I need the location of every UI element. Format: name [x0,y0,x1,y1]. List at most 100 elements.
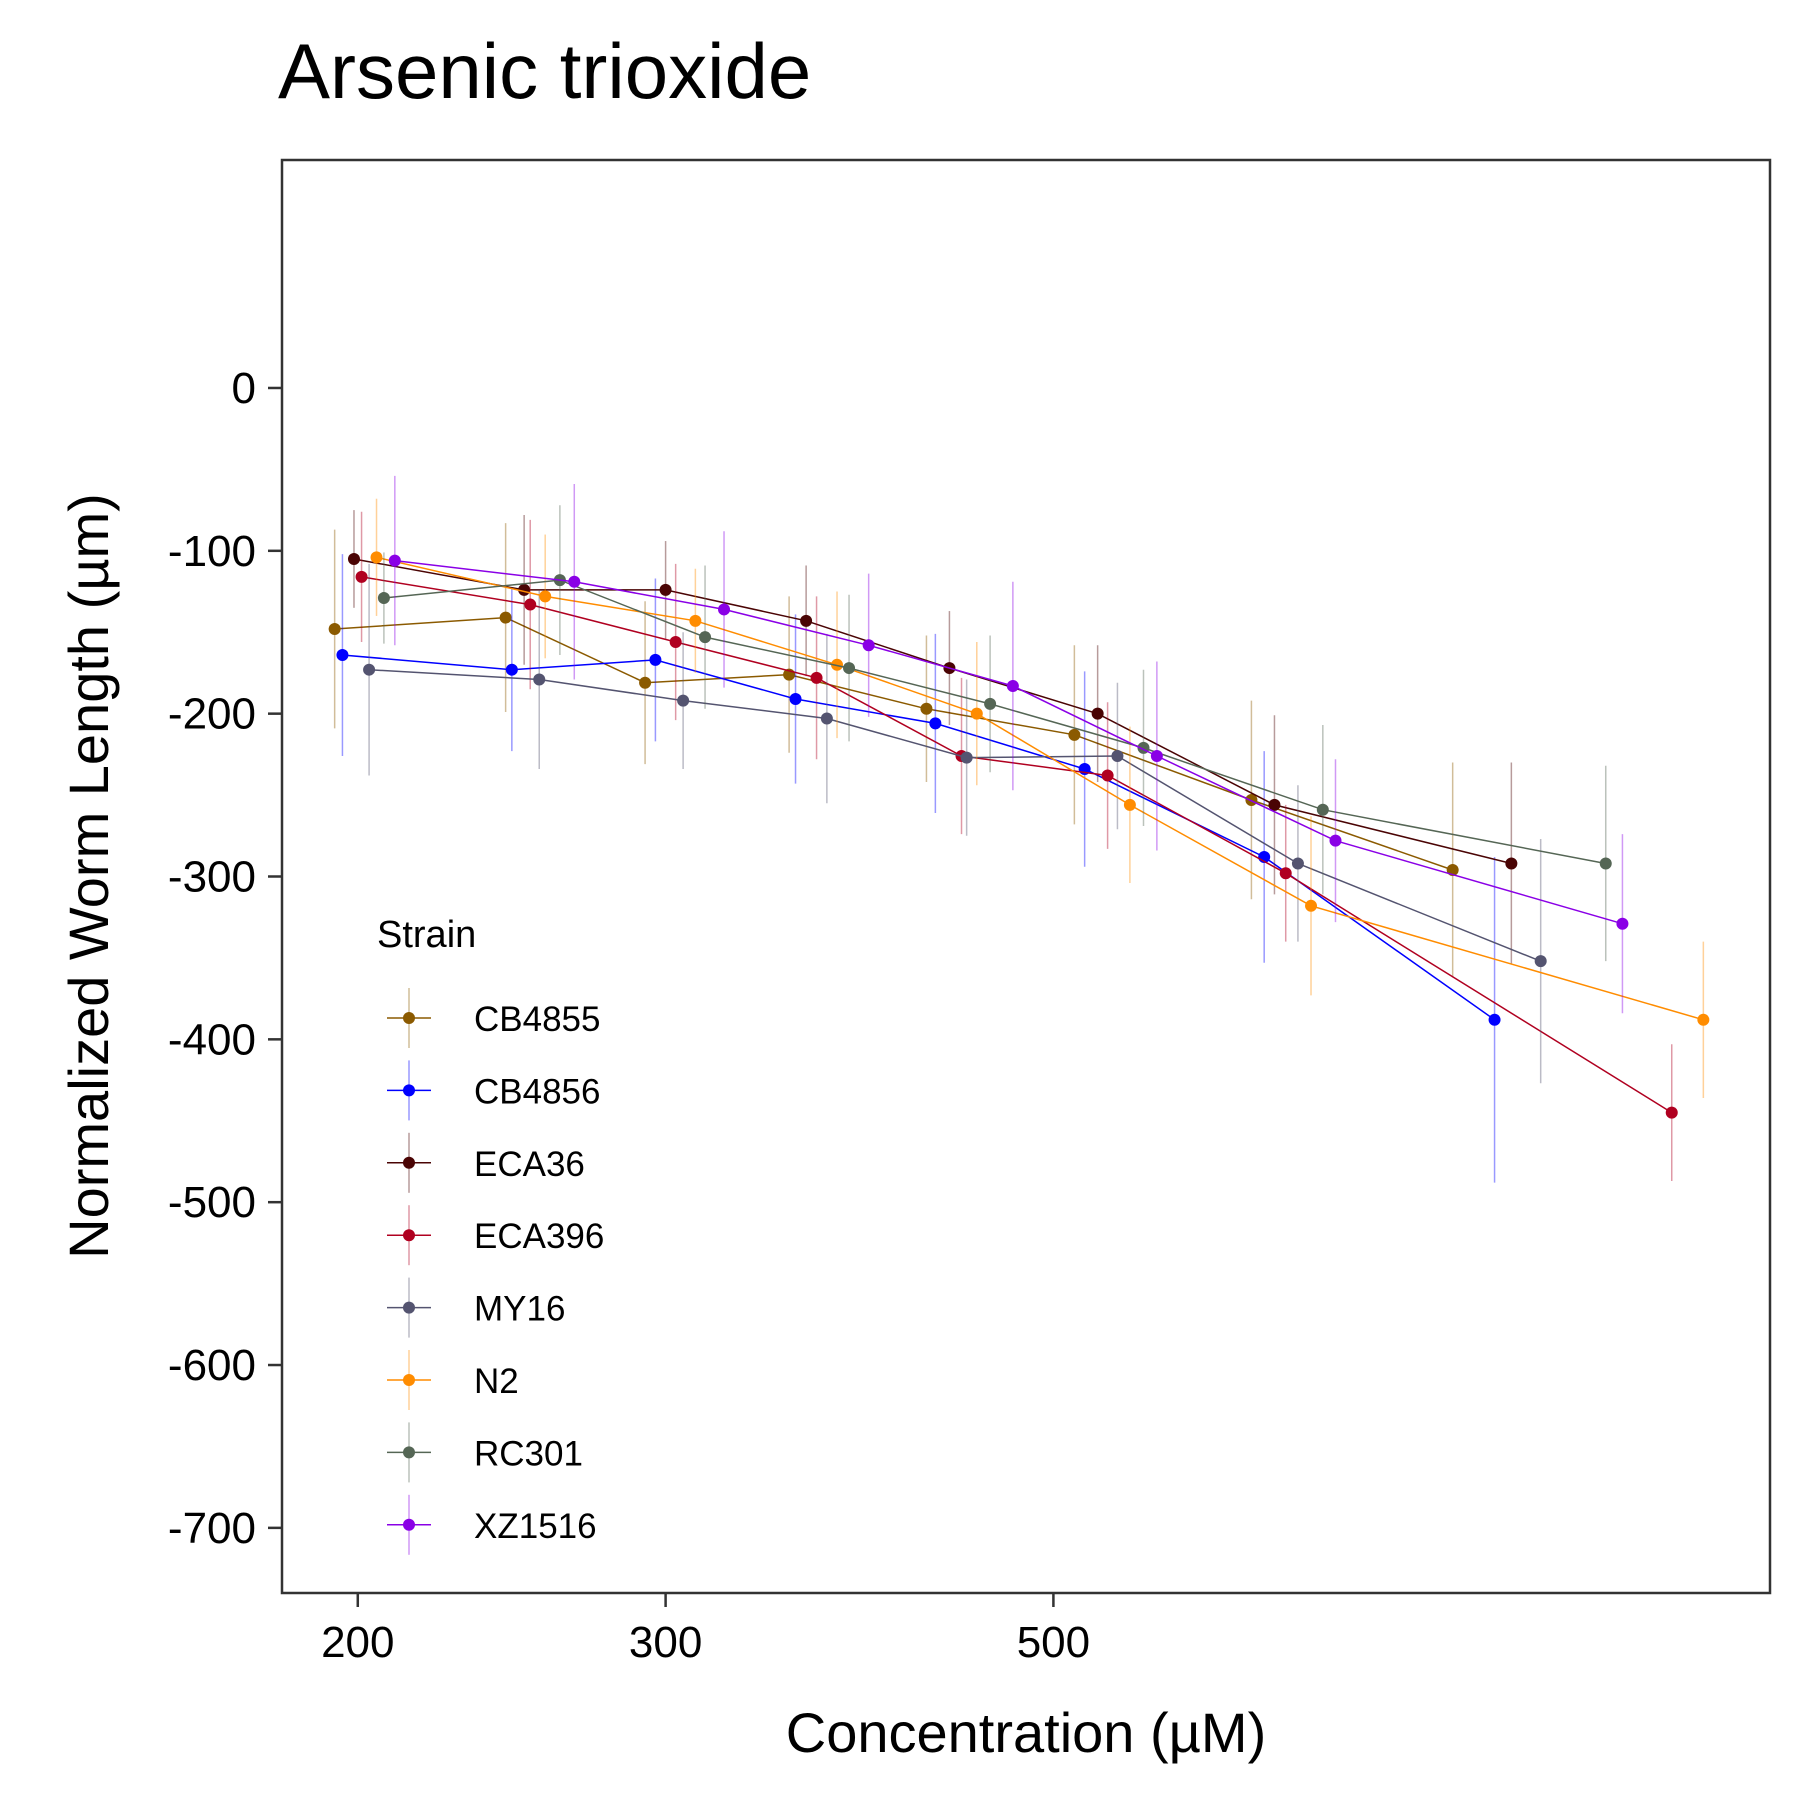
point-xz1516-3 [862,639,875,652]
y-tick-label-2: -200 [168,690,256,739]
series-line-my16 [369,668,1541,962]
series-cb4855 [328,523,1459,978]
y-tick-label-7: -700 [168,1504,256,1553]
point-my16-5 [1111,749,1124,762]
point-eca396-1 [524,598,537,611]
point-cb4855-4 [920,702,933,715]
legend-item-n2: N2 [387,1350,519,1410]
point-cb4856-1 [505,663,518,676]
point-cb4856-7 [1488,1013,1501,1026]
point-xz1516-6 [1329,834,1342,847]
series-line-cb4856 [342,654,1496,1021]
point-n2-4 [970,707,983,720]
legend-item-rc301: RC301 [387,1422,583,1483]
point-rc301-7 [1599,857,1612,870]
legend-label-eca36: ECA36 [474,1145,585,1184]
legend-key-point-xz1516 [403,1518,415,1531]
series-rc301 [377,505,1612,962]
series-line-cb4855 [334,616,1453,871]
legend-key-point-n2 [403,1374,415,1386]
legend-key-point-cb4856 [403,1084,415,1097]
series-layer [328,475,1710,1183]
y-tick-label-4: -400 [168,1015,256,1064]
series-n2 [370,498,1710,1098]
legend-item-my16: MY16 [387,1277,565,1338]
y-tick-label-6: -600 [168,1341,256,1390]
point-n2-7 [1697,1013,1710,1026]
point-my16-4 [960,751,973,764]
point-eca396-0 [355,570,368,583]
legend-item-eca396: ECA396 [387,1205,604,1266]
legend-item-cb4855: CB4855 [387,988,600,1048]
point-n2-0 [370,551,383,564]
point-cb4855-5 [1068,728,1081,741]
point-cb4855-0 [328,622,341,635]
point-rc301-0 [377,592,390,605]
point-xz1516-1 [568,575,581,588]
x-tick-label-0: 200 [321,1618,394,1667]
legend-label-xz1516: XZ1516 [474,1507,597,1546]
point-cb4855-1 [499,611,512,624]
point-cb4856-3 [789,693,802,706]
point-xz1516-0 [388,554,401,567]
point-my16-7 [1534,955,1547,968]
legend-key-point-eca396 [403,1229,415,1242]
point-n2-1 [539,590,552,603]
x-tick-label-1: 300 [629,1618,702,1667]
point-eca36-6 [1268,798,1281,811]
point-n2-2 [689,614,702,627]
point-eca36-0 [347,552,360,565]
legend-key-point-rc301 [403,1446,415,1459]
point-cb4856-2 [649,653,662,666]
series-line-n2 [376,556,1704,1021]
point-eca396-2 [669,636,682,649]
x-tick-label-2: 500 [1017,1618,1090,1667]
y-tick-label-0: 0 [232,364,256,413]
series-my16 [363,563,1547,1084]
x-axis-title: Concentration (µM) [786,1701,1266,1764]
y-tick-label-1: -100 [168,527,256,576]
series-line-xz1516 [394,559,1623,925]
point-xz1516-2 [718,603,731,616]
legend-items: CB4855 CB4856 ECA36 ECA396 MY16 N2 RC301 XZ1516 [387,988,604,1555]
y-tick-label-3: -300 [168,853,256,902]
series-xz1516 [388,475,1629,1014]
point-xz1516-4 [1006,679,1019,692]
x-axis: 200 300 500 [321,1593,1090,1667]
point-eca396-3 [810,671,823,684]
legend-key-point-eca36 [403,1156,415,1169]
chart-title: Arsenic trioxide [278,27,811,115]
legend-label-n2: N2 [474,1362,519,1401]
series-eca36 [347,510,1518,965]
legend-key-point-my16 [403,1301,415,1314]
point-eca396-7 [1665,1106,1678,1119]
point-eca36-3 [800,614,813,627]
point-eca396-6 [1279,867,1292,880]
point-xz1516-7 [1616,917,1629,930]
point-eca36-7 [1505,857,1518,870]
point-rc301-4 [984,697,997,710]
point-eca36-2 [659,583,672,596]
point-eca396-5 [1101,769,1114,782]
point-my16-3 [820,712,833,725]
point-xz1516-5 [1150,749,1163,762]
legend-title: Strain [377,914,476,956]
series-line-eca36 [353,558,1512,865]
series-line-eca396 [361,576,1673,1114]
legend: Strain CB4855 CB4856 ECA36 ECA396 MY16 N2 RC30… [377,914,604,1555]
point-n2-6 [1305,899,1318,912]
legend-label-cb4856: CB4856 [474,1072,600,1111]
legend-label-eca396: ECA396 [474,1217,604,1256]
legend-label-rc301: RC301 [474,1434,583,1473]
legend-label-my16: MY16 [474,1290,565,1329]
legend-item-cb4856: CB4856 [387,1060,600,1121]
legend-item-eca36: ECA36 [387,1132,585,1193]
point-my16-6 [1291,857,1304,870]
legend-key-point-cb4855 [403,1012,415,1024]
point-rc301-6 [1316,803,1329,816]
point-cb4856-0 [336,649,349,662]
y-axis: 0 -100 -200 -300 -400 -500 -600 -700 [168,364,282,1553]
point-rc301-3 [843,662,856,675]
point-cb4856-4 [929,717,942,730]
